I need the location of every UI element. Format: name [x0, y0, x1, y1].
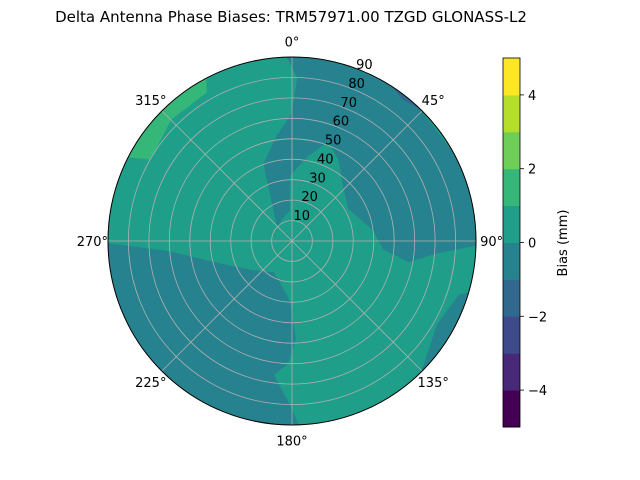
colorbar-label: Bias (mm) — [556, 210, 571, 277]
polar-frame — [107, 56, 477, 426]
azimuth-gridline — [161, 110, 293, 242]
radial-tick-label: 10 — [294, 209, 311, 224]
colorbar-tick-label: −2 — [528, 310, 547, 325]
region-north-east-negative-band — [263, 57, 476, 263]
colorbar-band — [503, 131, 520, 170]
azimuth-tick-labels: 0° 45° 90° 135° 180° 225° 270° 315° — [77, 35, 503, 449]
radial-tick-labels: 10 20 30 40 50 60 70 80 90 — [294, 58, 373, 224]
azimuth-gridline — [291, 110, 423, 242]
colorbar-tick-label: −4 — [528, 384, 547, 399]
polar-grid — [107, 56, 477, 426]
radial-tick-label: 50 — [325, 134, 342, 149]
azimuth-tick-label: 90° — [480, 235, 503, 250]
colorbar-tick-label: 4 — [528, 89, 536, 104]
colorbar-band — [503, 242, 520, 280]
azimuth-tick-label: 225° — [135, 376, 166, 391]
colorbar-tick-label: 2 — [528, 163, 536, 178]
colorbar-tick-label: 0 — [528, 237, 536, 252]
azimuth-tick-label: 45° — [422, 94, 445, 109]
azimuth-tick-label: 270° — [77, 235, 108, 250]
azimuth-tick-label: 135° — [418, 376, 449, 391]
colorbar-band — [503, 58, 520, 96]
colorbar-band — [503, 94, 520, 133]
radial-tick-label: 90 — [356, 58, 373, 73]
azimuth-tick-label: 315° — [135, 94, 166, 109]
azimuth-gridline — [161, 240, 293, 372]
colorbar-band — [503, 279, 520, 317]
radial-tick-label: 70 — [341, 96, 358, 111]
colorbar-band — [503, 205, 520, 243]
colorbar-band — [503, 353, 520, 391]
colorbar-band — [503, 390, 520, 428]
region-south-west-negative — [108, 240, 299, 425]
chart-title: Delta Antenna Phase Biases: TRM57971.00 … — [55, 8, 527, 26]
colorbar: −4 −2 0 2 4 — [502, 57, 547, 428]
radial-tick-label: 60 — [333, 115, 350, 130]
azimuth-tick-label: 180° — [276, 435, 307, 450]
azimuth-tick-label: 0° — [285, 35, 300, 50]
radial-tick-label: 20 — [301, 190, 318, 205]
radial-tick-label: 30 — [309, 171, 326, 186]
colorbar-band — [503, 168, 520, 207]
radial-tick-label: 80 — [348, 77, 365, 92]
colorbar-band — [503, 316, 520, 354]
radial-tick-label: 40 — [317, 152, 334, 167]
azimuth-gridline — [291, 240, 423, 372]
